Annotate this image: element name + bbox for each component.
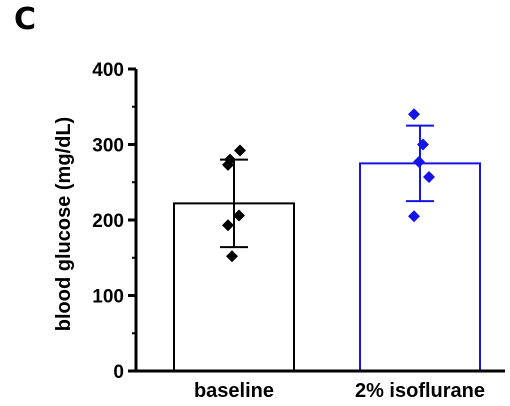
y-tick-label: 200 bbox=[92, 211, 124, 232]
bars-layer bbox=[173, 162, 481, 372]
data-point-diamond bbox=[413, 155, 425, 168]
panel-label: C bbox=[14, 2, 37, 37]
data-point-diamond bbox=[233, 209, 245, 222]
data-point-diamond bbox=[234, 144, 246, 157]
data-point-diamond bbox=[222, 219, 234, 232]
data-point-diamond bbox=[417, 138, 429, 151]
x-axis: baseline 2% isoflurane bbox=[136, 369, 505, 402]
x-category-label: 2% isoflurane bbox=[355, 380, 485, 402]
y-tick-label: 400 bbox=[92, 60, 124, 81]
y-axis: 0 100 200 300 400 bbox=[92, 60, 138, 383]
x-category-label: baseline bbox=[194, 380, 274, 402]
y-tick-label: 300 bbox=[92, 136, 124, 157]
y-tick-label: 100 bbox=[92, 287, 124, 308]
data-points-layer bbox=[222, 108, 435, 263]
data-point-diamond bbox=[408, 108, 420, 121]
data-point-diamond bbox=[226, 250, 238, 263]
y-tick-label: 0 bbox=[113, 362, 124, 383]
data-point-diamond bbox=[423, 170, 435, 183]
y-axis-title: blood glucose (mg/dL) bbox=[53, 117, 75, 331]
data-point-diamond bbox=[408, 210, 420, 223]
data-point-diamond bbox=[222, 158, 234, 171]
